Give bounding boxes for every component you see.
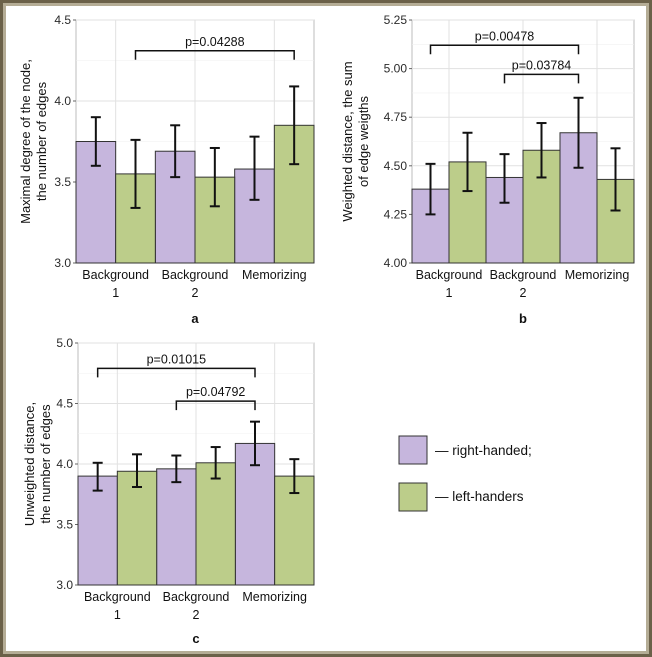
bar-right-2 <box>156 468 197 586</box>
bar-right-1 <box>77 475 118 586</box>
legend-swatch-right-handed <box>398 435 428 465</box>
significance-label: p=0.00478 <box>475 29 534 43</box>
significance-bracket <box>175 400 256 411</box>
x-tick-label: Background <box>162 268 229 282</box>
significance-bracket <box>503 73 580 84</box>
x-tick-label: Memorizing <box>242 268 307 282</box>
x-tick-label: Background <box>416 268 483 282</box>
significance-bracket <box>429 44 580 55</box>
y-axis-label-line: the number of edges <box>34 81 49 201</box>
y-tick-label: 3.5 <box>54 175 71 189</box>
significance-label: p=0.04792 <box>186 385 245 399</box>
legend: — right-handed; — left-handers <box>398 435 532 512</box>
y-tick-label: 4.50 <box>384 159 408 173</box>
y-axis-label-line: of edge weigths <box>356 95 371 187</box>
x-tick-label: 1 <box>112 286 119 300</box>
significance-label: p=0.01015 <box>147 352 206 366</box>
panel-letter: a <box>191 311 199 326</box>
legend-label-left-handers: — left-handers <box>435 489 524 504</box>
y-tick-label: 4.25 <box>384 207 408 221</box>
y-axis-label-line: Maximal degree of the node, <box>18 59 33 224</box>
x-tick-label: 1 <box>114 608 121 622</box>
y-axis-label-line: Unweighted distance, <box>22 402 37 526</box>
y-tick-label: 3.0 <box>56 578 73 592</box>
bar-left-2 <box>195 462 236 586</box>
y-tick-label: 4.0 <box>54 94 71 108</box>
significance-bracket <box>134 50 295 60</box>
bar-right-3 <box>559 132 598 264</box>
y-axis-label: Unweighted distance,the number of edges <box>22 402 53 526</box>
y-tick-label: 5.00 <box>384 62 408 76</box>
bar-left-1 <box>116 470 158 586</box>
y-axis-label: Maximal degree of the node,the number of… <box>18 59 49 224</box>
significance-label: p=0.04288 <box>185 35 244 49</box>
y-axis-label-line: Weighted distance, the sum <box>340 61 355 221</box>
x-tick-label: 2 <box>192 286 199 300</box>
y-tick-label: 5.25 <box>384 13 408 27</box>
panel-letter: c <box>192 631 199 646</box>
bar-left-3 <box>274 475 315 586</box>
panel-letter: b <box>519 311 527 326</box>
y-tick-label: 4.00 <box>384 256 408 270</box>
chart-panel-a: 3.0 3.5 4.0 4.5 p=0.04288 Background 1 Backgrou… <box>18 13 315 326</box>
x-tick-label: Memorizing <box>565 268 630 282</box>
significance-bracket <box>96 367 256 378</box>
y-tick-label: 4.0 <box>56 457 73 471</box>
y-axis-label-line: the number of edges <box>38 404 53 524</box>
legend-label-right-handed: — right-handed; <box>435 443 532 458</box>
y-tick-label: 5.0 <box>56 336 73 350</box>
y-axis-label: Weighted distance, the sumof edge weigth… <box>340 61 371 221</box>
bar-left-2 <box>194 176 236 264</box>
significance-label: p=0.03784 <box>512 58 571 72</box>
x-tick-label: Background <box>82 268 149 282</box>
x-tick-label: Memorizing <box>242 590 307 604</box>
y-tick-label: 4.5 <box>56 397 73 411</box>
chart-panel-b: 4.00 4.25 4.50 4.75 5.00 5.25 p=0.00478 p=0.037… <box>340 13 635 326</box>
x-tick-label: Background <box>84 590 151 604</box>
x-tick-label: 1 <box>446 286 453 300</box>
x-tick-label: Background <box>490 268 557 282</box>
y-tick-label: 4.75 <box>384 110 408 124</box>
x-tick-label: 2 <box>193 608 200 622</box>
y-tick-label: 4.5 <box>54 13 71 27</box>
x-tick-label: Background <box>163 590 230 604</box>
y-tick-label: 3.0 <box>54 256 71 270</box>
x-tick-label: 2 <box>520 286 527 300</box>
chart-panel-c: 3.0 3.5 4.0 4.5 5.0 p=0.01015 p=0.04792 Backgro… <box>22 336 315 646</box>
legend-swatch-left-handers <box>398 482 428 512</box>
y-tick-label: 3.5 <box>56 518 73 532</box>
